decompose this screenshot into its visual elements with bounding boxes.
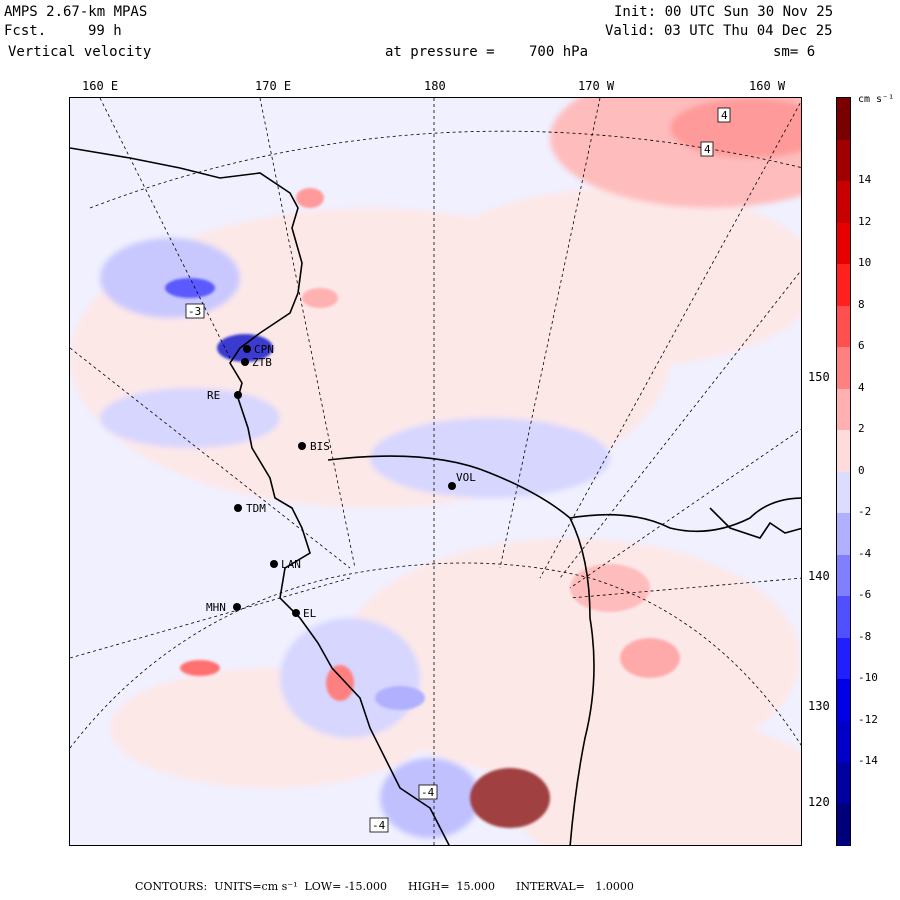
forecast-hour: 99 h [88,23,122,39]
colorbar-segment [837,471,850,514]
lon-label-180: 180 [424,79,446,93]
contour-label-2: 4 [704,143,711,156]
colorbar-tick-label: 6 [858,339,865,352]
colorbar-tick-label: 10 [858,256,872,269]
colorbar-segment [837,98,850,140]
valid-time: Valid: 03 UTC Thu 04 Dec 25 [605,23,833,39]
colorbar-segment [837,139,850,182]
colorbar-tick-label: 2 [858,422,865,435]
colorbar-tick-label: 14 [858,173,872,186]
station-bis-dot [298,442,306,450]
contour-labels: 4 4 -4 -4 -3 [185,107,731,833]
contour-label-3: -4 [421,786,435,799]
colorbar-segment [837,388,850,431]
lon-label-170e: 170 E [255,79,292,93]
init-time: Init: 00 UTC Sun 30 Nov 25 [614,4,834,20]
colorbar-tick-label: 4 [858,380,865,394]
station-tdm-dot [234,504,242,512]
coastlines [70,147,801,845]
colorbar-tick-label: -12 [858,712,878,726]
station-cpn-label: CPN [254,343,274,356]
colorbar-segment [837,803,850,846]
station-ztb-label: ZTB [252,356,272,369]
field-features [165,188,680,828]
map-canvas: CPN ZTB RE BIS VOL TDM LAN MHN EL 4 4 -4 [70,98,801,845]
colorbar-segment [837,596,850,638]
colorbar-segment [837,430,850,472]
stations: CPN ZTB RE BIS VOL TDM LAN MHN EL [206,343,476,620]
colorbar-segment [837,679,850,721]
contour-label-4: -4 [372,819,386,832]
forecast-label: Fcst. [4,23,47,39]
colorbar-tick-label: -8 [858,629,872,643]
station-mhn-label: MHN [206,601,226,614]
colorbar-segment [837,264,850,306]
contour-label-1: 4 [721,109,728,122]
pressure-label: at pressure = [385,44,495,60]
colorbar-segment [837,347,850,389]
colorbar-tick-label: -6 [858,588,872,601]
station-re-label: RE [207,389,220,402]
model-title: AMPS 2.67-km MPAS [4,4,148,20]
colorbar-tick-label: 0 [858,463,865,477]
station-el-dot [292,609,300,617]
smoothing-value: sm= 6 [773,44,816,60]
lon-label-170w: 170 W [578,79,615,93]
colorbar-segment [837,305,850,348]
colorbar-segment [837,181,850,223]
colorbar-segment [837,637,850,680]
map-panel: CPN ZTB RE BIS VOL TDM LAN MHN EL 4 4 -4 [69,97,802,846]
colorbar-tick-label: -2 [858,505,872,518]
station-cpn-dot [243,345,251,353]
colorbar-tick-label: -4 [858,546,872,560]
station-vol-label: VOL [456,471,476,484]
colorbar-segment [837,554,850,597]
lon-label-160e: 160 E [82,79,119,93]
station-re-dot [234,391,242,399]
pressure-value: 700 hPa [529,44,589,60]
colorbar-segment [837,513,850,555]
colorbar-tick-label: -14 [858,754,878,767]
field-shading [70,98,801,845]
contour-label-5: -3 [188,305,201,318]
lon-label-160w: 160 W [749,79,786,93]
colorbar-units: cm s⁻¹ [858,94,895,105]
station-mhn-dot [233,603,241,611]
field-name: Vertical velocity [8,44,152,60]
contour-info: CONTOURS: UNITS=cm s⁻¹ LOW= -15.000 HIGH… [135,880,634,893]
station-tdm-label: TDM [246,502,266,515]
colorbar-tick-label: 8 [858,297,865,311]
station-vol-dot [448,482,456,490]
station-ztb-dot [241,358,249,366]
station-lan-label: LAN [281,558,301,571]
station-bis-label: BIS [310,440,330,453]
colorbar-tick-label: -10 [858,671,878,684]
colorbar-segment [837,762,850,804]
colorbar [836,97,851,846]
station-el-label: EL [303,607,317,620]
station-lan-dot [270,560,278,568]
colorbar-tick-label: 12 [858,214,872,228]
colorbar-segment [837,720,850,763]
colorbar-segment [837,222,850,265]
